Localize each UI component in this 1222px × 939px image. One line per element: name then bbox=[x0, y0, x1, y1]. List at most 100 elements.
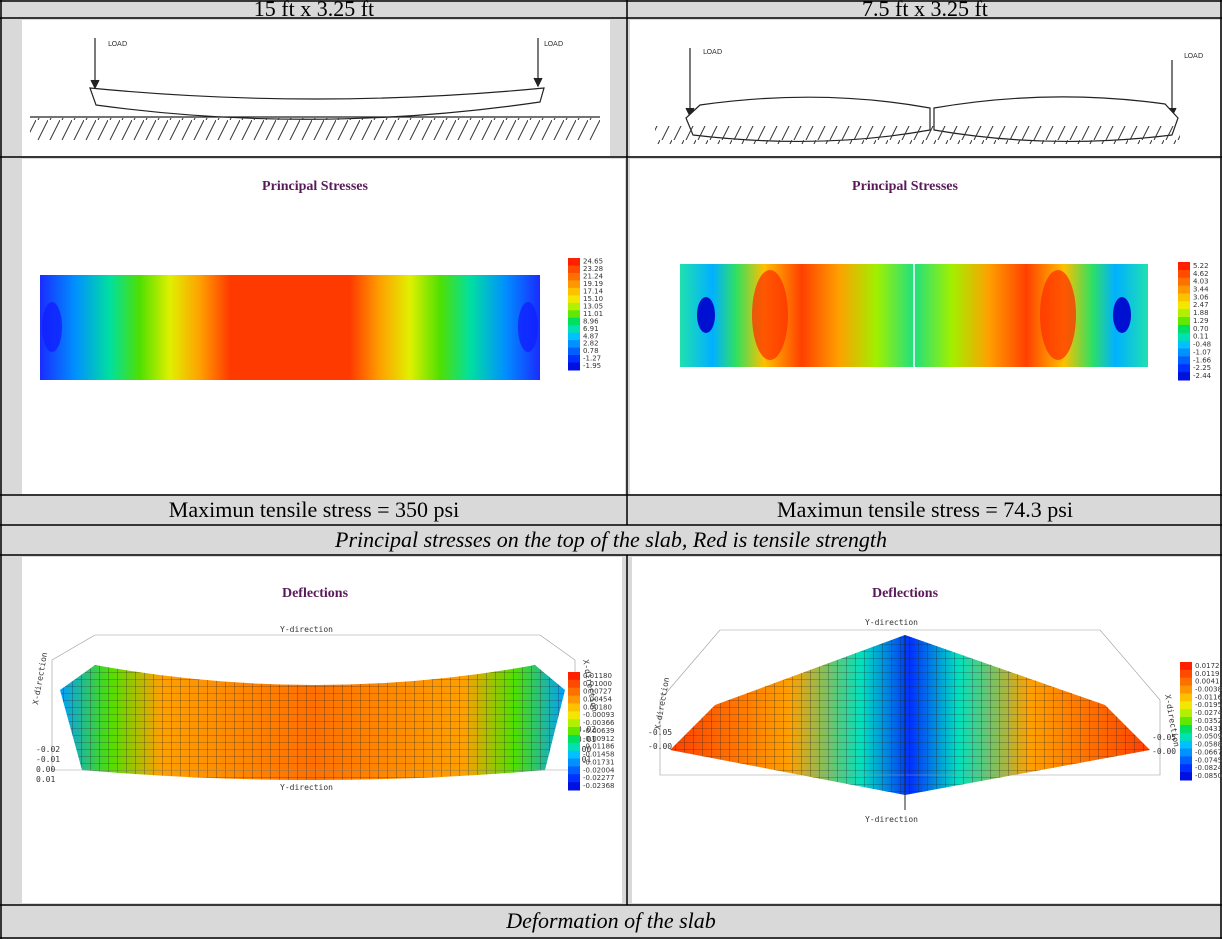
legend-label: -0.01458 bbox=[583, 751, 614, 759]
figure-title: Deflections bbox=[872, 586, 939, 601]
legend-swatch bbox=[1178, 278, 1190, 286]
legend-label: -0.0274 bbox=[1195, 709, 1222, 717]
legend-swatch bbox=[1180, 772, 1192, 780]
legend-swatch bbox=[568, 258, 580, 266]
load-label: LOAD bbox=[108, 40, 127, 48]
axis-label: Y-direction bbox=[865, 815, 918, 824]
legend-swatch bbox=[568, 340, 580, 348]
load-label: LOAD bbox=[1184, 52, 1203, 60]
legend-swatch bbox=[568, 719, 580, 727]
legend-label: -0.0824 bbox=[1195, 764, 1222, 772]
legend-swatch bbox=[1180, 764, 1192, 772]
stress-contour bbox=[752, 270, 788, 360]
axis-tick: -0.00 bbox=[1152, 747, 1176, 756]
figure-title: Principal Stresses bbox=[262, 179, 368, 194]
stress-note: Principal stresses on the top of the sla… bbox=[334, 527, 887, 552]
axis-tick: 0.00 bbox=[36, 765, 55, 774]
legend-swatch bbox=[568, 318, 580, 326]
legend-swatch bbox=[1180, 725, 1192, 733]
axis-tick: -0.02 bbox=[36, 745, 60, 754]
legend-label: 3.06 bbox=[1193, 293, 1209, 301]
legend-swatch bbox=[568, 310, 580, 318]
legend-swatch bbox=[1180, 756, 1192, 764]
stress-caption: Maximun tensile stress = 350 psi bbox=[169, 497, 459, 522]
axis-label: Y-direction bbox=[280, 625, 333, 634]
legend-swatch bbox=[1180, 670, 1192, 678]
stress-caption: Maximun tensile stress = 74.3 psi bbox=[777, 497, 1073, 522]
legend-label: 0.0119 bbox=[1195, 670, 1220, 678]
legend-label: 0.01000 bbox=[583, 680, 612, 688]
legend-label: -0.00366 bbox=[583, 719, 615, 727]
axis-label: Y-direction bbox=[865, 618, 918, 627]
legend-swatch bbox=[1178, 301, 1190, 309]
legend-label: 0.0041 bbox=[1195, 678, 1220, 686]
legend-swatch bbox=[568, 735, 580, 743]
legend-label: -0.0745 bbox=[1195, 756, 1222, 764]
legend-label: 0.01180 bbox=[583, 672, 612, 680]
legend-label: 5.22 bbox=[1193, 262, 1209, 270]
figure-title: Deflections bbox=[282, 586, 349, 601]
legend-swatch bbox=[1178, 317, 1190, 325]
legend-label: -0.0195 bbox=[1195, 701, 1222, 709]
legend-swatch bbox=[1178, 293, 1190, 301]
legend-label: -0.02004 bbox=[583, 766, 615, 774]
legend-label: 4.62 bbox=[1193, 270, 1209, 278]
legend-swatch bbox=[1178, 270, 1190, 278]
axis-tick: -0.01 bbox=[36, 755, 60, 764]
legend-swatch bbox=[568, 355, 580, 363]
stress-contour bbox=[518, 302, 538, 352]
legend-swatch bbox=[1178, 341, 1190, 349]
legend-label: 0.00180 bbox=[583, 703, 612, 711]
legend-swatch bbox=[568, 348, 580, 356]
legend-label: -1.95 bbox=[583, 362, 601, 370]
legend-label: -2.44 bbox=[1193, 372, 1212, 380]
legend-swatch bbox=[1180, 701, 1192, 709]
legend-swatch bbox=[568, 295, 580, 303]
figure-title: Principal Stresses bbox=[852, 179, 958, 194]
legend-label: 0.11 bbox=[1193, 333, 1209, 341]
legend-label: 0.70 bbox=[1193, 325, 1209, 333]
legend-label: -0.0588 bbox=[1195, 741, 1222, 749]
legend-label: 4.03 bbox=[1193, 278, 1209, 286]
legend-label: -0.0352 bbox=[1195, 717, 1222, 725]
legend-swatch bbox=[1180, 693, 1192, 701]
legend-swatch bbox=[1178, 325, 1190, 333]
legend-swatch bbox=[568, 273, 580, 281]
deformation-note: Deformation of the slab bbox=[505, 908, 716, 933]
legend-label: -0.0116 bbox=[1195, 693, 1222, 701]
axis-label: Y-direction bbox=[280, 783, 333, 792]
legend-label: -0.02277 bbox=[583, 774, 614, 782]
stress-contour bbox=[1040, 270, 1076, 360]
legend-swatch bbox=[568, 333, 580, 341]
legend-label: -0.00912 bbox=[583, 735, 614, 743]
legend-swatch bbox=[568, 672, 580, 680]
axis-tick: -0.05 bbox=[1152, 733, 1176, 742]
legend-swatch bbox=[1178, 286, 1190, 294]
legend-swatch bbox=[568, 680, 580, 688]
legend-label: 3.44 bbox=[1193, 286, 1209, 294]
column-header: 15 ft x 3.25 ft bbox=[254, 0, 374, 21]
legend-swatch bbox=[1180, 662, 1192, 670]
legend-swatch bbox=[1178, 309, 1190, 317]
legend-swatch bbox=[568, 751, 580, 759]
legend-label: -0.01186 bbox=[583, 743, 615, 751]
legend-swatch bbox=[568, 759, 580, 767]
legend-label: -1.66 bbox=[1193, 356, 1212, 364]
legend-swatch bbox=[568, 303, 580, 311]
stress-contour bbox=[697, 297, 715, 333]
legend-swatch bbox=[568, 688, 580, 696]
legend-swatch bbox=[568, 265, 580, 273]
legend-label: 1.29 bbox=[1193, 317, 1209, 325]
legend-swatch bbox=[1180, 741, 1192, 749]
legend-swatch bbox=[568, 363, 580, 371]
page: 15 ft x 3.25 ft 7.5 ft x 3.25 ft Maximun… bbox=[0, 0, 1222, 939]
legend-label: -0.00093 bbox=[583, 711, 614, 719]
stress-contour bbox=[42, 302, 62, 352]
legend-label: -0.0667 bbox=[1195, 748, 1222, 756]
legend-swatch bbox=[1180, 749, 1192, 757]
legend-label: -0.0038 bbox=[1195, 686, 1222, 694]
legend-swatch bbox=[568, 743, 580, 751]
legend-swatch bbox=[568, 696, 580, 704]
legend-label: 0.00454 bbox=[583, 696, 612, 704]
legend-swatch bbox=[1178, 364, 1190, 372]
